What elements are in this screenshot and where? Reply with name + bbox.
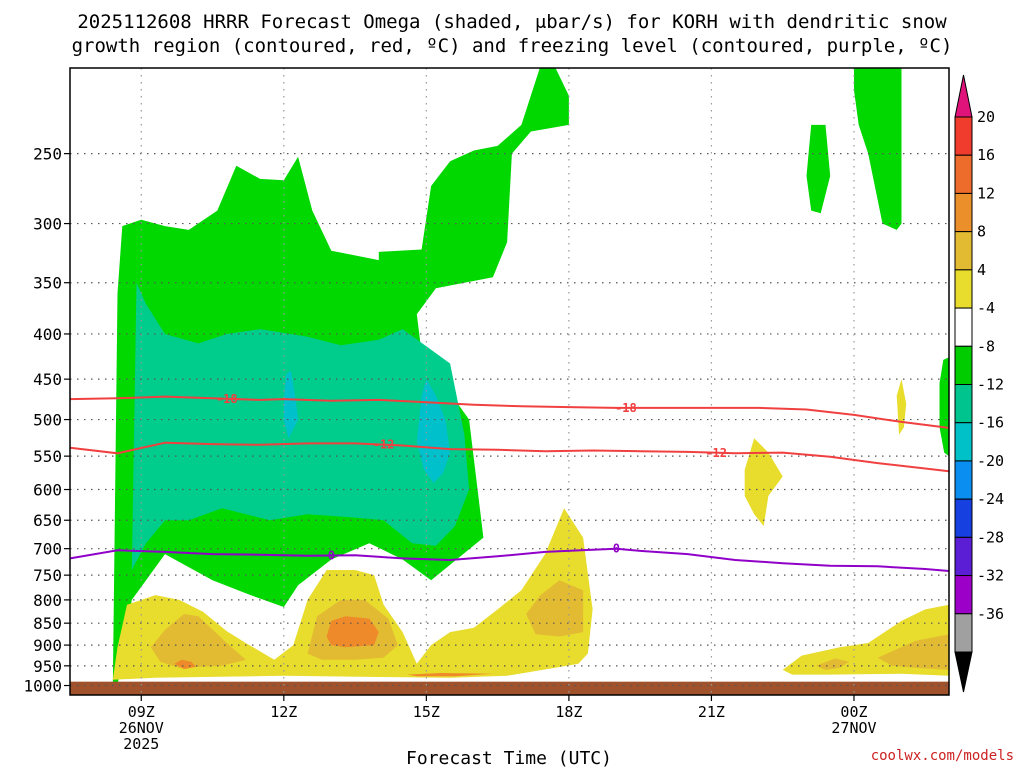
colorbar-bin-3 [954,231,973,271]
contour-label-dgz-minus-18-1: -18 [615,401,637,415]
shade-orange-right-low-2 [877,634,949,670]
contour-dgz-minus-18 [70,395,949,429]
y-tick-label-600: 600 [33,481,62,500]
contour-dgz-minus-12 [70,441,949,473]
colorbar: 20 16 12 8 4 -4 -8 -12 -16 -20 -24 -28 -32 -36 [954,74,1004,693]
shade-orange-low [150,614,246,668]
chart-title-line2: growth region (contoured, red, ºC) and f… [72,35,953,57]
colorbar-bin-11 [954,536,973,577]
colorbar-bin-5 [954,307,973,347]
contour-label-dgz-minus-18-0: -18 [216,392,238,406]
contour-label-freezing-level-0-0: 0 [328,548,335,562]
x-tick-label-18Z-1: 18Z [555,703,582,721]
shade-yellow-low [112,508,593,680]
colorbar-label-3: 8 [977,223,986,241]
x-tick-label-15Z-1: 15Z [413,703,440,721]
colorbar-label-11: -28 [977,528,1004,546]
contour-freezing-level-0 [70,547,949,572]
y-tick-label-850: 850 [33,614,62,633]
shade-orange-mid [326,616,379,648]
colorbar-bin-10 [954,498,973,538]
shade-yellow-mid-right [744,438,783,527]
colorbar-bin-0 [954,116,973,156]
colorbar-label-5: -4 [977,299,995,317]
y-tick-label-450: 450 [33,370,62,389]
y-tick-label-900: 900 [33,636,62,655]
chart-title-line1: 2025112608 HRRR Forecast Omega (shaded, … [77,11,947,33]
plot-area: -18 -18 -12 -12 0 0 250 300 350 400 450 500 550 600 65… [23,67,950,753]
colorbar-label-8: -16 [977,414,1004,432]
y-tick-label-400: 400 [33,325,62,344]
shade-teal-inner [131,282,470,570]
colorbar-label-13: -36 [977,605,1004,623]
plot-frame [69,67,950,696]
plot-clipped-layer: -18 -18 -12 -12 0 0 [70,68,949,695]
x-tick-label-21Z-1: 21Z [698,703,725,721]
shade-orange-mid-2 [174,659,196,670]
y-tick-label-800: 800 [33,591,62,610]
x-axis-title: Forecast Time (UTC) [406,748,612,768]
colorbar-bin-2 [954,192,973,233]
x-tick-label-09Z-3: 2025 [123,735,159,753]
colorbar-bin-9 [954,460,973,500]
shade-orange-right-low [816,658,850,670]
colorbar-label-0: 20 [977,108,995,126]
contour-label-dgz-minus-12-0: -12 [373,438,395,452]
y-tick-label-350: 350 [33,274,62,293]
colorbar-label-7: -12 [977,376,1004,394]
x-tick-label-09Z-1: 09Z [128,703,155,721]
contour-label-freezing-level-0-1: 0 [613,542,620,556]
y-tick-label-1000: 1000 [23,677,62,696]
shade-green-right-1 [806,124,831,214]
y-tick-label-750: 750 [33,566,62,585]
colorbar-top-arrow [954,74,973,118]
y-tick-label-250: 250 [33,145,62,164]
colorbar-label-9: -20 [977,452,1004,470]
colorbar-bin-8 [954,422,973,462]
colorbar-bottom-arrow [954,651,973,693]
colorbar-label-6: -8 [977,337,995,355]
colorbar-bin-12 [954,575,973,615]
shade-green-right-3 [939,357,949,457]
y-tick-label-550: 550 [33,447,62,466]
x-tick-label-12Z-1: 12Z [270,703,297,721]
shade-cyan-core-2 [416,379,451,484]
ground-terrain [70,681,949,695]
credit-text: coolwx.com/models [871,748,1014,764]
colorbar-bin-13 [954,613,973,653]
x-tick-label-00Z-1: 00Z [840,703,867,721]
colorbar-bin-4 [954,269,973,309]
x-tick-label-00Z-2: 27NOV [831,719,876,737]
shade-orange-near-ground [407,673,493,677]
colorbar-bin-6 [954,345,973,385]
y-tick-label-950: 950 [33,657,62,676]
y-tick-label-300: 300 [33,215,62,234]
colorbar-label-10: -24 [977,490,1004,508]
y-tick-label-650: 650 [33,511,62,530]
colorbar-bin-7 [954,384,973,424]
y-tick-label-500: 500 [33,411,62,430]
shade-cyan-core-1 [283,370,299,439]
colorbar-label-1: 16 [977,146,995,164]
x-tick-label-09Z-2: 26NOV [119,719,164,737]
colorbar-label-4: 4 [977,261,986,279]
contour-label-dgz-minus-12-1: -12 [705,446,727,460]
colorbar-label-12: -32 [977,567,1004,585]
shade-green-right-2 [854,68,902,230]
colorbar-label-2: 12 [977,184,995,202]
colorbar-bin-1 [954,154,973,194]
y-tick-label-700: 700 [33,540,62,559]
